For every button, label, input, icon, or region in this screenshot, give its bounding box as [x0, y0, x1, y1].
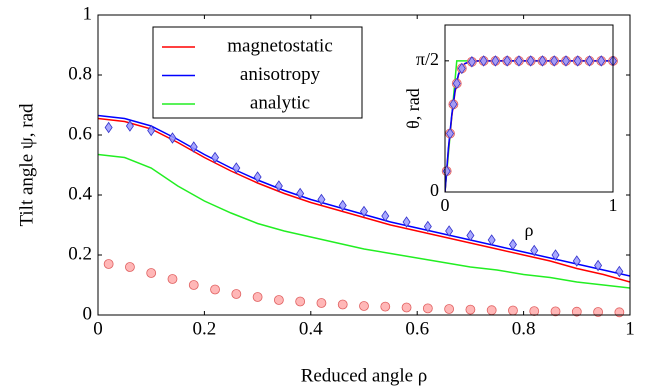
circle-marker	[231, 289, 242, 299]
y-tick-label: 0	[83, 303, 93, 324]
diamond-marker	[585, 55, 594, 67]
x-tick-label: 0	[441, 195, 450, 215]
x-tick-label: 0	[93, 318, 103, 339]
circle-marker	[295, 296, 306, 307]
diamond-marker	[530, 244, 539, 257]
diamond-marker	[317, 193, 326, 206]
y-tick-label: 0.2	[68, 243, 92, 264]
diamond-marker	[597, 55, 606, 67]
diamond-marker	[168, 132, 177, 144]
circle-marker	[465, 304, 476, 315]
diamond-marker	[274, 180, 283, 192]
circle-marker	[125, 262, 135, 272]
circle-marker	[571, 306, 582, 317]
diamond-marker	[381, 210, 390, 222]
circle-marker	[103, 259, 114, 269]
diamond-marker	[338, 199, 347, 212]
diamond-marker	[104, 121, 113, 134]
circle-marker	[508, 305, 518, 316]
circle-marker	[146, 268, 157, 278]
diamond-marker	[457, 62, 466, 75]
y-axis-label: θ, rad	[403, 88, 423, 129]
diamond-marker	[550, 55, 559, 67]
diamond-marker	[572, 255, 581, 267]
diamond-marker	[296, 187, 305, 200]
diamond-marker	[479, 55, 488, 67]
circle-marker	[167, 274, 178, 284]
y-tick-label: π/2	[416, 49, 439, 69]
inset-background	[445, 25, 613, 192]
x-axis-label: ρ	[525, 220, 534, 240]
x-tick-label: 0.2	[193, 318, 217, 339]
plot-frame	[97, 14, 631, 316]
diamond-marker	[402, 216, 411, 228]
legend-label: magnetostatic	[227, 35, 333, 56]
circle-marker	[252, 292, 263, 302]
circle-marker	[401, 302, 412, 313]
diamond-marker	[467, 56, 476, 68]
diamond-marker	[573, 55, 582, 67]
diamond-marker	[466, 229, 475, 242]
x-tick-label: 0.4	[299, 318, 323, 339]
diamond-marker	[446, 127, 455, 140]
diamond-marker	[561, 55, 570, 67]
legend-box	[152, 26, 363, 119]
x-tick-label: 0.8	[512, 318, 536, 339]
circle-marker	[188, 280, 199, 290]
diamond-marker	[189, 141, 198, 153]
circle-marker	[444, 304, 455, 314]
diamond-marker	[503, 55, 512, 67]
circle-marker	[550, 306, 561, 317]
diamond-marker	[232, 162, 241, 174]
diamond-marker	[423, 220, 432, 233]
diamond-marker	[449, 98, 458, 111]
circle-marker	[529, 306, 540, 317]
circle-marker	[593, 307, 603, 317]
x-tick-label: 1	[609, 195, 618, 215]
x-axis-label: Reduced angle ρ	[301, 365, 428, 386]
diamond-marker	[125, 120, 134, 132]
circle-marker	[273, 295, 284, 305]
diamond-marker	[253, 171, 262, 183]
diamond-marker	[491, 55, 500, 67]
y-tick-label: 1	[83, 3, 93, 24]
y-tick-label: 0.4	[68, 183, 92, 204]
diamond-marker	[360, 205, 368, 218]
circle-marker	[337, 299, 348, 310]
series-line	[98, 153, 630, 289]
y-tick-label: 0.8	[68, 63, 92, 84]
circle-marker	[380, 301, 391, 312]
diamond-marker	[445, 225, 454, 237]
diamond-marker	[508, 238, 517, 251]
diamond-marker	[594, 259, 603, 272]
diamond-marker	[147, 124, 156, 137]
diamond-marker	[615, 265, 624, 278]
circle-marker	[316, 298, 327, 308]
diamond-marker	[514, 55, 523, 67]
diamond-marker	[452, 77, 461, 90]
legend-label: anisotropy	[240, 64, 321, 85]
legend-label: analytic	[250, 92, 310, 113]
diamond-marker	[487, 234, 496, 246]
circle-marker	[359, 301, 369, 311]
diamond-marker	[551, 249, 560, 261]
x-tick-label: 1	[625, 318, 635, 339]
circle-marker	[422, 303, 433, 314]
diamond-marker	[211, 151, 220, 164]
x-tick-label: 0.6	[405, 318, 429, 339]
diamond-marker	[526, 55, 535, 67]
y-axis-label: Tilt angle ψ, rad	[16, 103, 37, 227]
y-tick-label: 0	[430, 180, 439, 200]
circle-marker	[210, 284, 220, 295]
circle-marker	[486, 305, 497, 316]
plot-frame	[444, 24, 614, 193]
series-line	[98, 117, 630, 283]
y-tick-label: 0.6	[68, 123, 92, 144]
diamond-marker	[538, 55, 547, 67]
